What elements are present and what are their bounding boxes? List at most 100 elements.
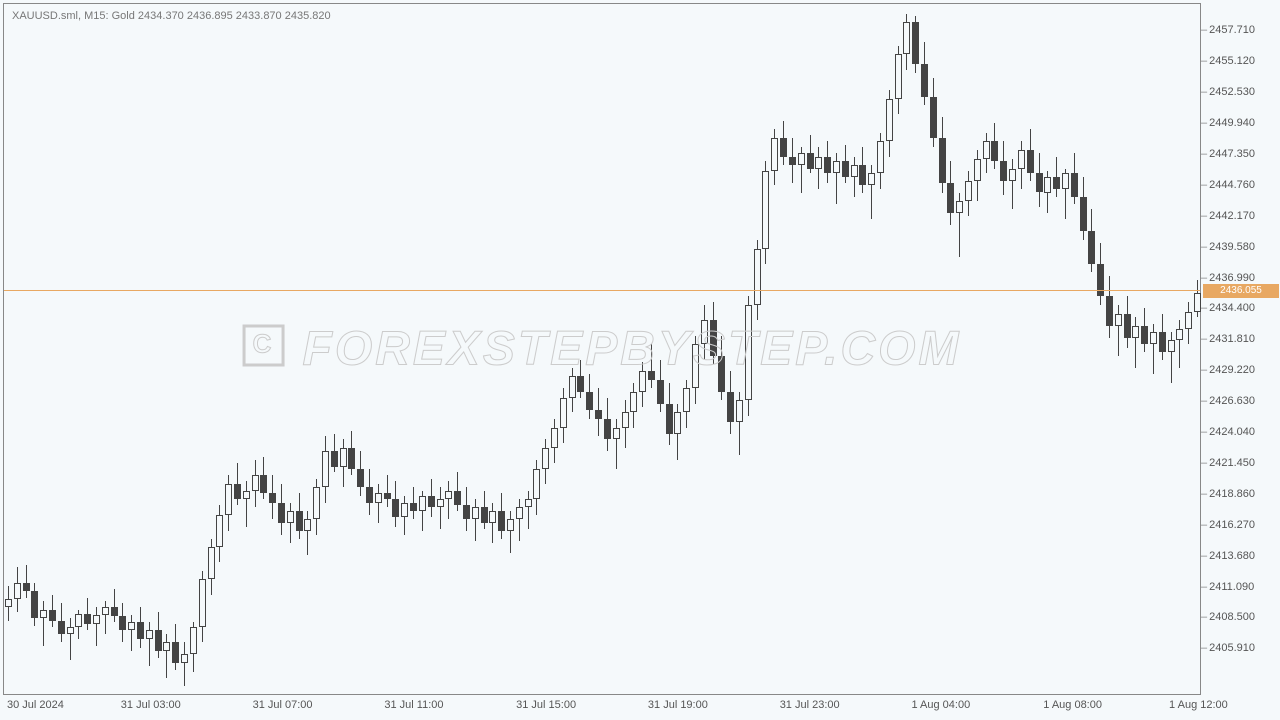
candle [1080, 4, 1087, 696]
candle [551, 4, 558, 696]
time-tick: 31 Jul 23:00 [780, 699, 840, 711]
candle [375, 4, 382, 696]
candle [666, 4, 673, 696]
candle [569, 4, 576, 696]
candle [886, 4, 893, 696]
time-tick: 31 Jul 11:00 [384, 699, 443, 711]
candle [481, 4, 488, 696]
price-tick: 2452.530 [1201, 86, 1255, 98]
candle [31, 4, 38, 696]
price-tick: 2449.940 [1201, 117, 1255, 129]
candle [939, 4, 946, 696]
candle [199, 4, 206, 696]
time-tick: 31 Jul 19:00 [648, 699, 708, 711]
candle [595, 4, 602, 696]
candle [1053, 4, 1060, 696]
candle [542, 4, 549, 696]
candle [331, 4, 338, 696]
candle [1194, 4, 1201, 696]
candle [815, 4, 822, 696]
candle [1185, 4, 1192, 696]
current-price-badge: 2436.055 [1203, 284, 1279, 298]
candle [102, 4, 109, 696]
candle [278, 4, 285, 696]
candle [859, 4, 866, 696]
candle [877, 4, 884, 696]
candle [516, 4, 523, 696]
candle [304, 4, 311, 696]
candle [454, 4, 461, 696]
candle [5, 4, 12, 696]
price-tick: 2429.220 [1201, 364, 1255, 376]
candle [410, 4, 417, 696]
time-tick: 30 Jul 2024 [7, 699, 64, 711]
candle [14, 4, 21, 696]
time-tick: 1 Aug 12:00 [1169, 699, 1228, 711]
candle [128, 4, 135, 696]
candle [437, 4, 444, 696]
candle [683, 4, 690, 696]
candle [322, 4, 329, 696]
candle [313, 4, 320, 696]
candle [798, 4, 805, 696]
candle [234, 4, 241, 696]
candle [1141, 4, 1148, 696]
chart-container: XAUUSD.sml, M15: Gold 2434.370 2436.895 … [0, 0, 1280, 720]
candle [1168, 4, 1175, 696]
price-tick: 2418.860 [1201, 488, 1255, 500]
candle [1062, 4, 1069, 696]
candle [577, 4, 584, 696]
candle [208, 4, 215, 696]
candle [287, 4, 294, 696]
candle [40, 4, 47, 696]
candle [1009, 4, 1016, 696]
candle [489, 4, 496, 696]
candle [1097, 4, 1104, 696]
candle [243, 4, 250, 696]
price-tick: 2424.040 [1201, 426, 1255, 438]
candle [1044, 4, 1051, 696]
price-tick: 2434.400 [1201, 302, 1255, 314]
candle [49, 4, 56, 696]
candle [842, 4, 849, 696]
candle [1176, 4, 1183, 696]
candle [340, 4, 347, 696]
price-tick: 2413.680 [1201, 550, 1255, 562]
price-tick: 2444.760 [1201, 179, 1255, 191]
candle [718, 4, 725, 696]
candle [965, 4, 972, 696]
candle [1132, 4, 1139, 696]
candle [1036, 4, 1043, 696]
chart-plot-area[interactable]: XAUUSD.sml, M15: Gold 2434.370 2436.895 … [3, 3, 1201, 695]
candle [1071, 4, 1078, 696]
candle [956, 4, 963, 696]
candle [991, 4, 998, 696]
price-tick: 2431.810 [1201, 333, 1255, 345]
candle [983, 4, 990, 696]
candle [1027, 4, 1034, 696]
time-tick: 1 Aug 08:00 [1043, 699, 1102, 711]
candle [84, 4, 91, 696]
current-price-line: 2436.055 [4, 290, 1200, 291]
candle [807, 4, 814, 696]
candle [463, 4, 470, 696]
candle [1159, 4, 1166, 696]
candle [384, 4, 391, 696]
time-tick: 31 Jul 15:00 [516, 699, 576, 711]
price-tick: 2405.910 [1201, 642, 1255, 654]
candle [1000, 4, 1007, 696]
candle [348, 4, 355, 696]
candle [225, 4, 232, 696]
candle [895, 4, 902, 696]
candle [1106, 4, 1113, 696]
candle [269, 4, 276, 696]
candle [947, 4, 954, 696]
candle [604, 4, 611, 696]
price-axis: 2457.7102455.1202452.5302449.9402447.350… [1201, 3, 1280, 695]
candle [58, 4, 65, 696]
candle [93, 4, 100, 696]
candle [67, 4, 74, 696]
price-tick: 2421.450 [1201, 457, 1255, 469]
candle [1124, 4, 1131, 696]
candle [586, 4, 593, 696]
